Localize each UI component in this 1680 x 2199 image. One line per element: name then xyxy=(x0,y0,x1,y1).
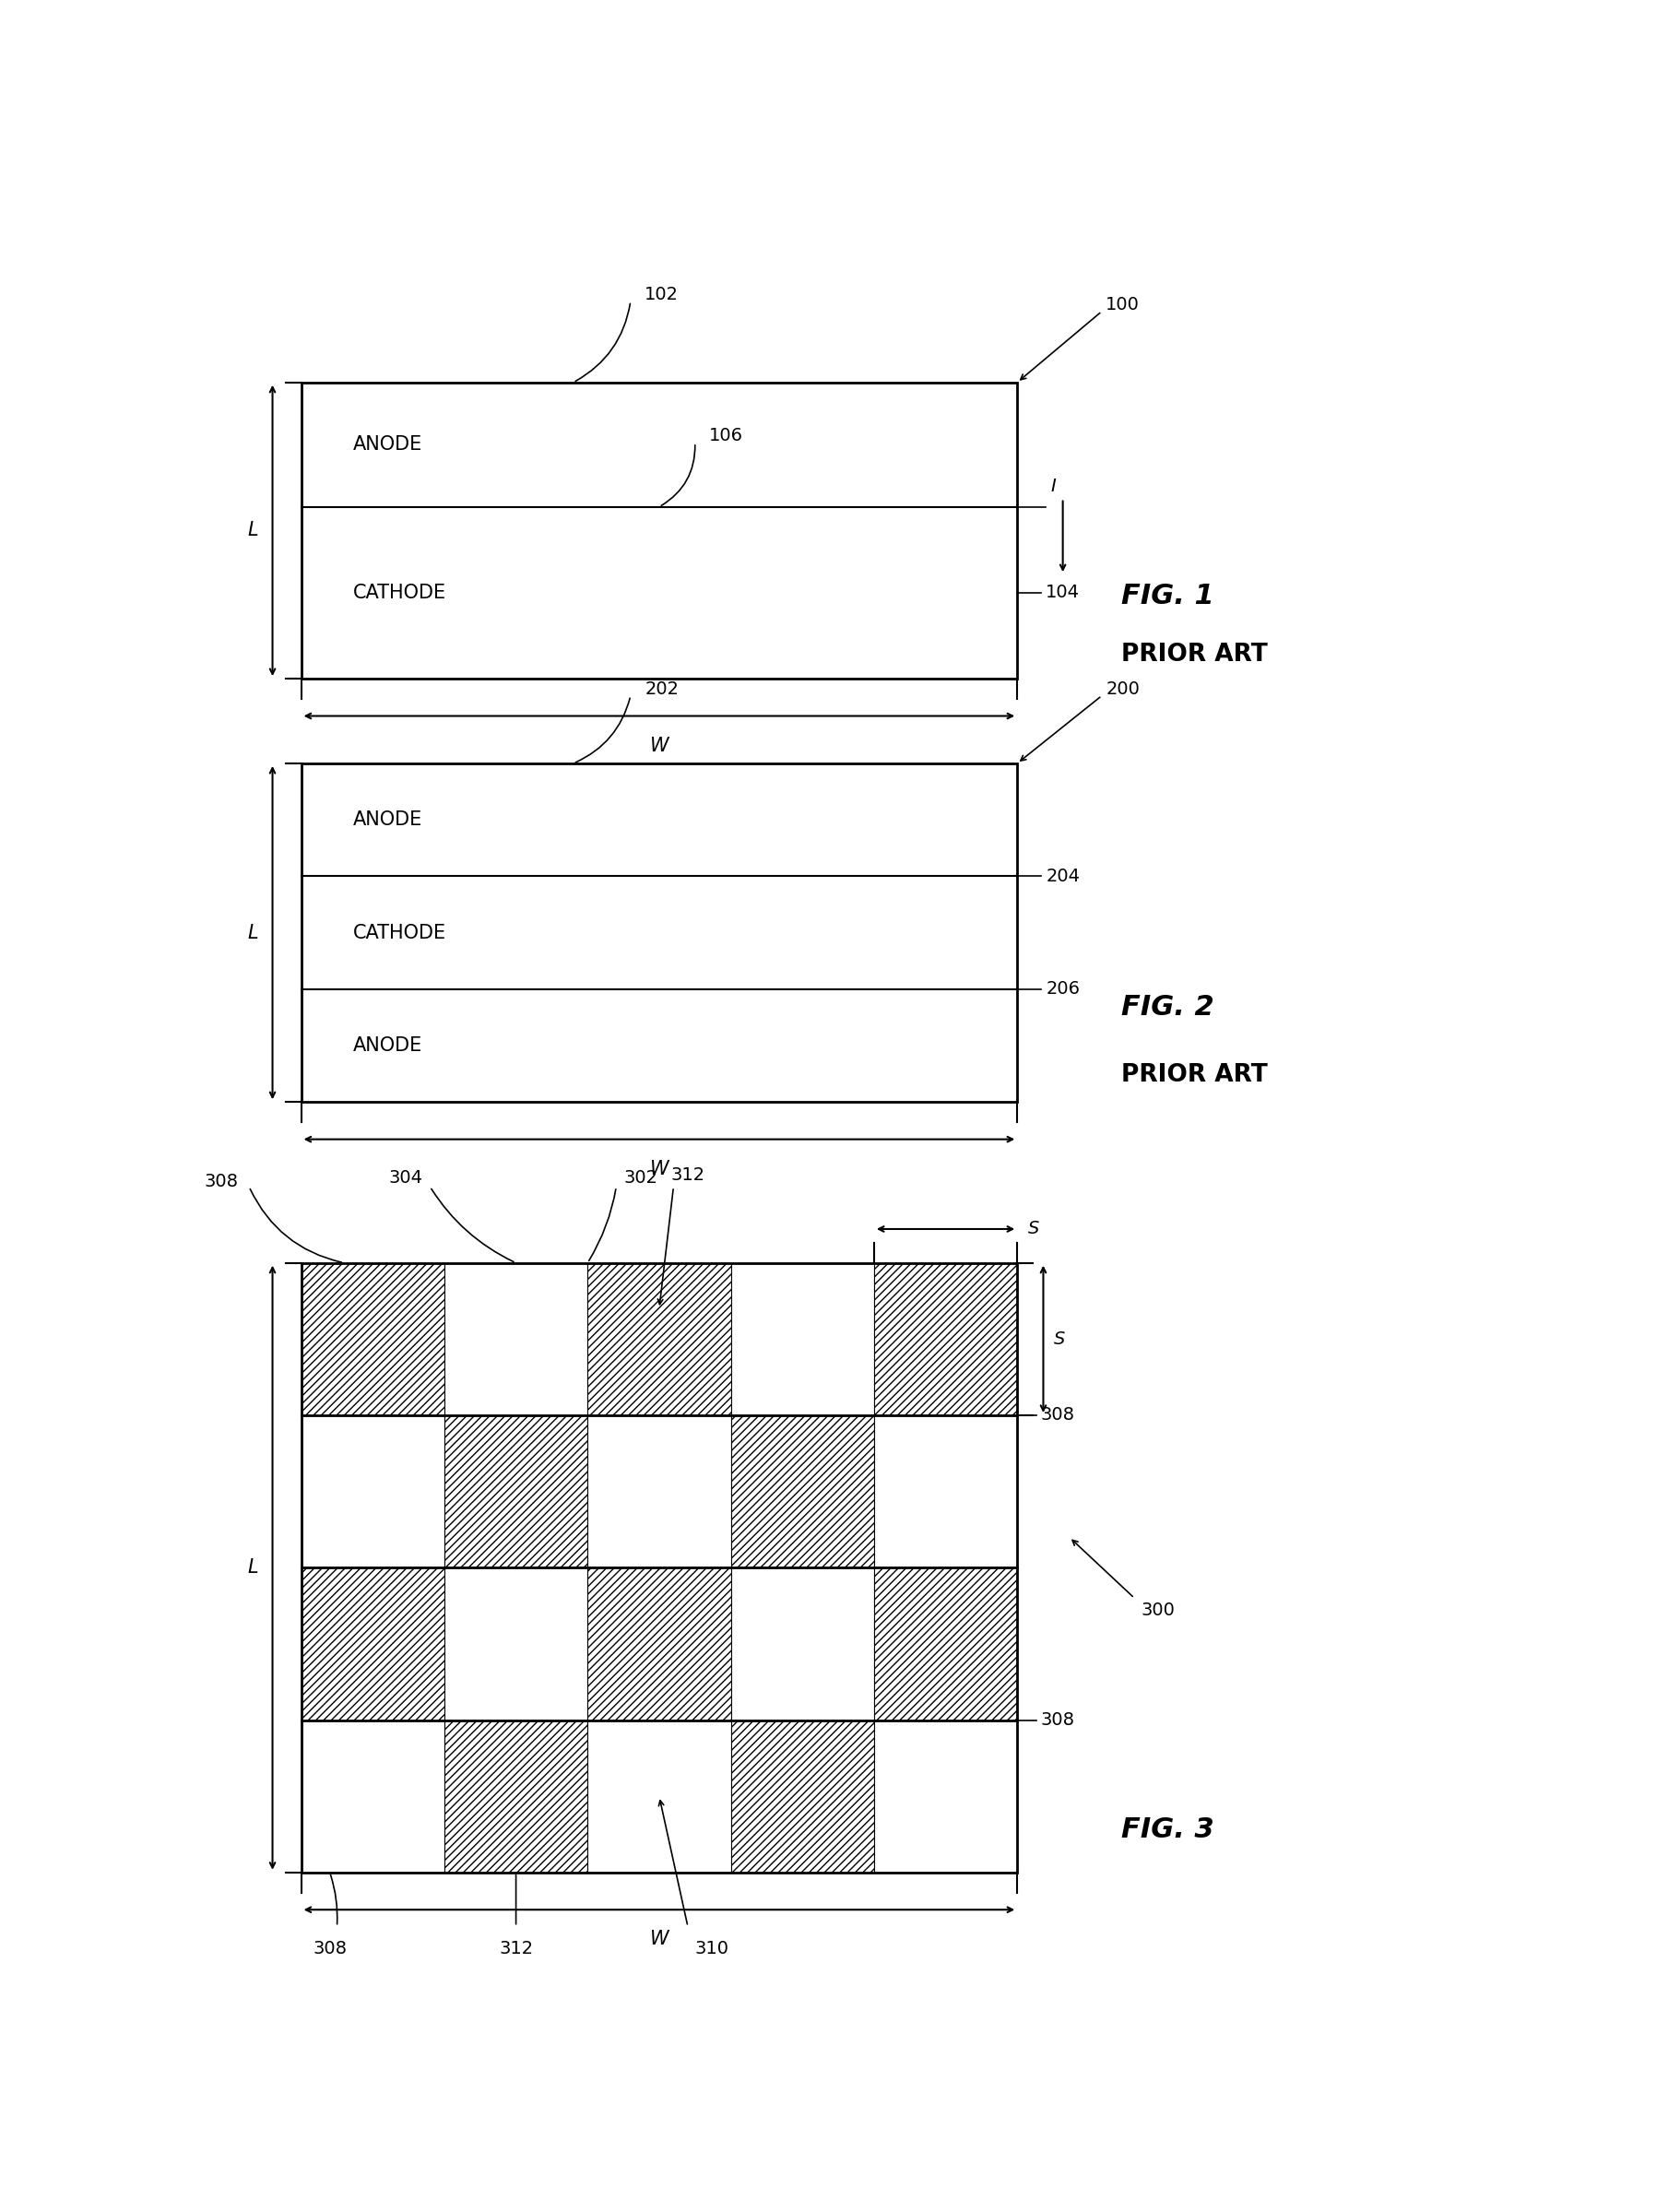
Bar xyxy=(301,383,1018,679)
Text: W: W xyxy=(650,1931,669,1948)
Bar xyxy=(588,1416,731,1568)
Text: 304: 304 xyxy=(388,1170,423,1187)
Text: I: I xyxy=(1052,477,1057,495)
Bar xyxy=(301,1416,444,1568)
Bar xyxy=(588,1568,731,1720)
Text: 206: 206 xyxy=(1047,981,1080,998)
Text: FIG. 2: FIG. 2 xyxy=(1122,994,1215,1020)
Bar xyxy=(588,1720,731,1874)
Bar xyxy=(874,1416,1018,1568)
Bar xyxy=(301,1262,444,1416)
Text: CATHODE: CATHODE xyxy=(353,583,447,603)
Text: 202: 202 xyxy=(645,679,679,697)
Bar xyxy=(444,1262,588,1416)
Bar xyxy=(301,1568,444,1720)
Bar xyxy=(588,1262,731,1416)
Text: FIG. 3: FIG. 3 xyxy=(1122,1816,1215,1843)
Text: 100: 100 xyxy=(1105,295,1139,312)
Text: ANODE: ANODE xyxy=(353,1036,423,1056)
Text: 102: 102 xyxy=(645,286,679,303)
Bar xyxy=(301,1720,444,1874)
Text: L: L xyxy=(247,924,259,941)
Bar xyxy=(731,1416,874,1568)
Text: 204: 204 xyxy=(1047,866,1080,884)
Text: 310: 310 xyxy=(696,1940,729,1957)
Text: FIG. 1: FIG. 1 xyxy=(1122,583,1215,609)
Bar xyxy=(874,1720,1018,1874)
Bar xyxy=(731,1720,874,1874)
Text: ANODE: ANODE xyxy=(353,811,423,829)
Bar xyxy=(874,1262,1018,1416)
Text: L: L xyxy=(247,521,259,539)
Text: 302: 302 xyxy=(623,1170,657,1187)
Text: 104: 104 xyxy=(1047,585,1080,603)
Bar xyxy=(301,1262,1018,1874)
Bar xyxy=(731,1568,874,1720)
Text: PRIOR ART: PRIOR ART xyxy=(1122,1062,1268,1086)
Text: 300: 300 xyxy=(1141,1601,1174,1618)
Text: S: S xyxy=(1028,1220,1038,1238)
Text: 308: 308 xyxy=(1040,1711,1075,1728)
Text: W: W xyxy=(650,1159,669,1179)
Bar xyxy=(731,1262,874,1416)
Bar xyxy=(444,1568,588,1720)
Text: PRIOR ART: PRIOR ART xyxy=(1122,642,1268,666)
Text: L: L xyxy=(247,1559,259,1577)
Text: 308: 308 xyxy=(1040,1407,1075,1425)
Bar xyxy=(444,1720,588,1874)
Text: 308: 308 xyxy=(312,1940,346,1957)
Text: CATHODE: CATHODE xyxy=(353,924,447,941)
Text: 312: 312 xyxy=(670,1165,706,1183)
Bar xyxy=(444,1416,588,1568)
Text: 312: 312 xyxy=(499,1940,533,1957)
Text: ANODE: ANODE xyxy=(353,435,423,453)
Bar xyxy=(874,1568,1018,1720)
Text: 200: 200 xyxy=(1105,679,1139,697)
Bar xyxy=(301,763,1018,1102)
Text: W: W xyxy=(650,737,669,754)
Text: 106: 106 xyxy=(709,427,744,444)
Text: S: S xyxy=(1053,1330,1065,1348)
Text: 308: 308 xyxy=(205,1172,239,1190)
